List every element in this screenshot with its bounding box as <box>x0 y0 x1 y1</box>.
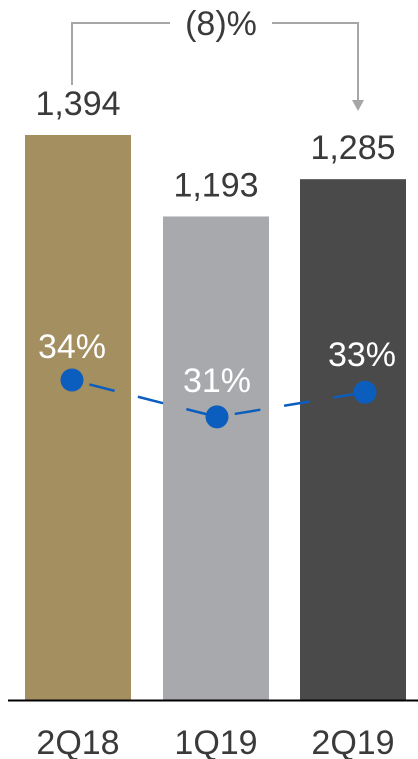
percent-marker-2Q18 <box>60 368 84 392</box>
percent-line-segment <box>216 391 366 419</box>
bar-2Q18 <box>25 135 131 700</box>
percent-label-2Q19: 33% <box>328 336 396 374</box>
change-connector-left <box>71 22 170 85</box>
percent-marker-2Q19 <box>353 380 377 404</box>
bar-value-label-2Q19: 1,285 <box>310 129 395 167</box>
percent-marker-1Q19 <box>205 405 229 429</box>
x-tick-label-2Q19: 2Q19 <box>311 724 394 759</box>
x-tick-label-1Q19: 1Q19 <box>174 724 257 759</box>
bar-value-label-2Q18: 1,394 <box>35 85 120 123</box>
bar-1Q19 <box>163 216 269 701</box>
percent-label-2Q18: 34% <box>38 328 106 366</box>
percent-line-segment <box>71 378 218 419</box>
change-connector-right <box>272 22 359 100</box>
percent-label-1Q19: 31% <box>183 362 251 400</box>
bar-2Q19 <box>300 179 406 701</box>
change-arrowhead <box>352 100 364 111</box>
x-tick-label-2Q18: 2Q18 <box>36 724 119 759</box>
change-annotation-label: (8)% <box>185 5 257 43</box>
bar-value-label-1Q19: 1,193 <box>173 166 258 204</box>
